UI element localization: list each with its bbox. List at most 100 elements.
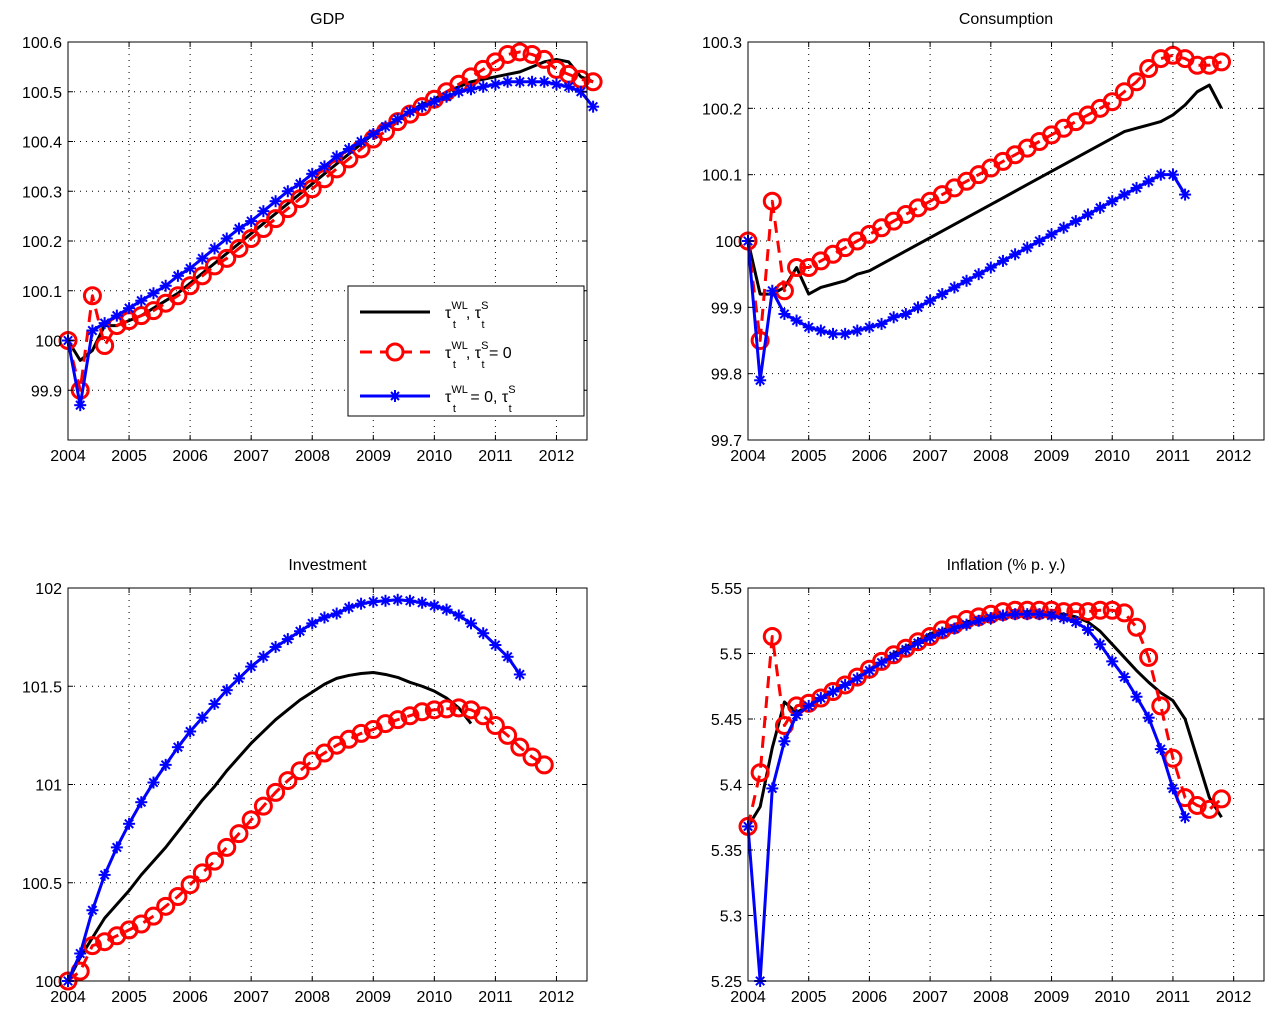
consumption-ytick-label: 99.7 bbox=[711, 433, 742, 450]
inflation-p-y-series-line-zero-wl bbox=[746, 608, 1223, 827]
inflation-p-y-circle-marker bbox=[1151, 696, 1171, 716]
inflation-p-y-xtick-label: 2008 bbox=[973, 989, 1009, 1006]
inflation-p-y-xtick-label: 2012 bbox=[1216, 989, 1252, 1006]
consumption-star-marker bbox=[1033, 235, 1046, 247]
legend-entry-2: τWL t, τS t = 0 bbox=[360, 340, 512, 371]
gdp-circle-marker bbox=[510, 42, 530, 62]
gdp-circle-marker bbox=[241, 229, 261, 249]
consumption-star-marker bbox=[1130, 181, 1143, 194]
consumption-circle-marker bbox=[787, 258, 807, 278]
investment-circle-marker bbox=[217, 837, 237, 857]
consumption-circle-marker bbox=[1199, 55, 1219, 75]
gdp-star-marker bbox=[159, 279, 172, 292]
gdp-xtick-label: 2007 bbox=[233, 448, 269, 465]
gdp-ytick-label: 99.9 bbox=[31, 383, 62, 400]
investment-star-marker bbox=[184, 725, 197, 738]
investment-ytick-label: 102 bbox=[35, 581, 62, 598]
investment-circle-marker bbox=[241, 810, 261, 830]
investment-star-marker bbox=[416, 596, 429, 609]
inflation-p-y-circle-marker bbox=[1102, 600, 1122, 620]
consumption-star-marker bbox=[911, 301, 924, 314]
inflation-p-y-star-marker bbox=[778, 735, 791, 748]
gdp-circle-marker bbox=[95, 335, 115, 355]
consumption-series-baseline bbox=[746, 83, 1223, 296]
consumption-star-marker bbox=[936, 288, 949, 301]
consumption-panel: 2004 2005 2006 2007 2008 2009 2010 2011 2012 99.7… bbox=[702, 11, 1265, 465]
investment-series-line-baseline bbox=[66, 671, 473, 982]
legend-entry-3: τWL t = 0, τS t bbox=[360, 384, 516, 415]
gdp-circle-marker bbox=[266, 209, 286, 229]
inflation-p-y-star-marker bbox=[1130, 690, 1143, 703]
consumption-star-marker bbox=[1106, 195, 1119, 208]
investment-circle-marker bbox=[449, 698, 469, 718]
legend-label-2-main: τ bbox=[445, 345, 452, 362]
inflation-p-y-ytick-label: 5.3 bbox=[720, 909, 742, 926]
investment-star-marker bbox=[440, 603, 453, 616]
consumption-xtick-label: 2009 bbox=[1034, 448, 1070, 465]
consumption-circle-marker bbox=[1139, 59, 1159, 79]
consumption-circle-marker bbox=[1163, 45, 1183, 65]
investment-star-marker bbox=[391, 593, 404, 606]
legend-label-1-sup2: S bbox=[481, 300, 488, 312]
investment-xtick-label: 2007 bbox=[233, 989, 269, 1006]
consumption-circle-marker bbox=[1151, 49, 1171, 69]
investment-circle-marker bbox=[473, 706, 493, 726]
inflation-p-y-star-marker bbox=[936, 626, 949, 639]
investment-ytick-label: 100 bbox=[35, 974, 62, 991]
gdp-series-baseline bbox=[66, 57, 594, 362]
inflation-p-y-star-marker bbox=[863, 664, 876, 677]
legend-label-2-sup1: WL bbox=[451, 340, 468, 352]
consumption-star-marker bbox=[754, 374, 767, 387]
inflation-p-y-star-marker bbox=[826, 685, 839, 698]
gdp-star-marker bbox=[220, 232, 233, 245]
investment-panel: 2004 2005 2006 2007 2008 2009 2010 2011 2012 100 1… bbox=[22, 557, 588, 1006]
investment-circle-marker bbox=[534, 755, 554, 775]
consumption-ytick-label: 100 bbox=[715, 234, 742, 251]
inflation-p-y-star-marker bbox=[839, 678, 852, 691]
consumption-star-marker bbox=[790, 314, 803, 327]
inflation-p-y-xtick-label: 2005 bbox=[791, 989, 827, 1006]
consumption-star-marker bbox=[851, 324, 864, 337]
gdp-xtick-label: 2005 bbox=[111, 448, 147, 465]
investment-xtick-label: 2008 bbox=[294, 989, 330, 1006]
legend-marker-circle bbox=[385, 342, 405, 362]
investment-star-marker bbox=[355, 597, 368, 610]
gdp-star-marker bbox=[171, 269, 184, 282]
consumption-star-marker bbox=[802, 321, 815, 334]
consumption-xtick-label: 2006 bbox=[852, 448, 888, 465]
consumption-star-marker bbox=[899, 307, 912, 320]
consumption-ytick-label: 99.9 bbox=[711, 300, 742, 317]
inflation-p-y-circle-marker bbox=[1090, 600, 1110, 620]
investment-star-marker bbox=[257, 650, 270, 663]
investment-star-marker bbox=[379, 594, 392, 607]
inflation-p-y-circle-marker bbox=[1212, 789, 1232, 809]
gdp-circle-marker bbox=[498, 44, 518, 64]
consumption-series-line-baseline bbox=[746, 83, 1223, 296]
consumption-star-marker bbox=[1179, 188, 1192, 201]
inflation-p-y-star-marker bbox=[1142, 711, 1155, 724]
legend-label-3: τWL t = 0, τS t bbox=[445, 384, 516, 415]
gdp-star-marker bbox=[86, 324, 99, 337]
gdp-star-marker bbox=[330, 150, 343, 163]
investment-series-zero-s bbox=[62, 593, 526, 987]
investment-xtick-label: 2006 bbox=[172, 989, 208, 1006]
investment-star-marker bbox=[196, 711, 209, 724]
gdp-star-marker bbox=[562, 80, 575, 93]
gdp-star-marker bbox=[123, 302, 136, 315]
investment-star-marker bbox=[245, 660, 258, 673]
investment-circle-marker bbox=[485, 716, 505, 736]
consumption-star-marker bbox=[1021, 241, 1034, 254]
gdp-star-marker bbox=[281, 185, 294, 198]
consumption-ytick-label: 100.1 bbox=[702, 168, 742, 185]
gdp-star-marker bbox=[489, 78, 502, 91]
gdp-star-marker bbox=[526, 75, 539, 88]
gdp-star-marker bbox=[452, 85, 465, 98]
gdp-xtick-label: 2010 bbox=[417, 448, 453, 465]
investment-star-marker bbox=[208, 697, 221, 710]
gdp-star-marker bbox=[355, 135, 368, 148]
gdp-star-marker bbox=[379, 120, 392, 133]
inflation-p-y-ytick-label: 5.5 bbox=[720, 647, 742, 664]
inflation-p-y-star-marker bbox=[1069, 616, 1082, 629]
investment-xtick-label: 2011 bbox=[478, 989, 513, 1006]
investment-star-marker bbox=[342, 601, 355, 614]
